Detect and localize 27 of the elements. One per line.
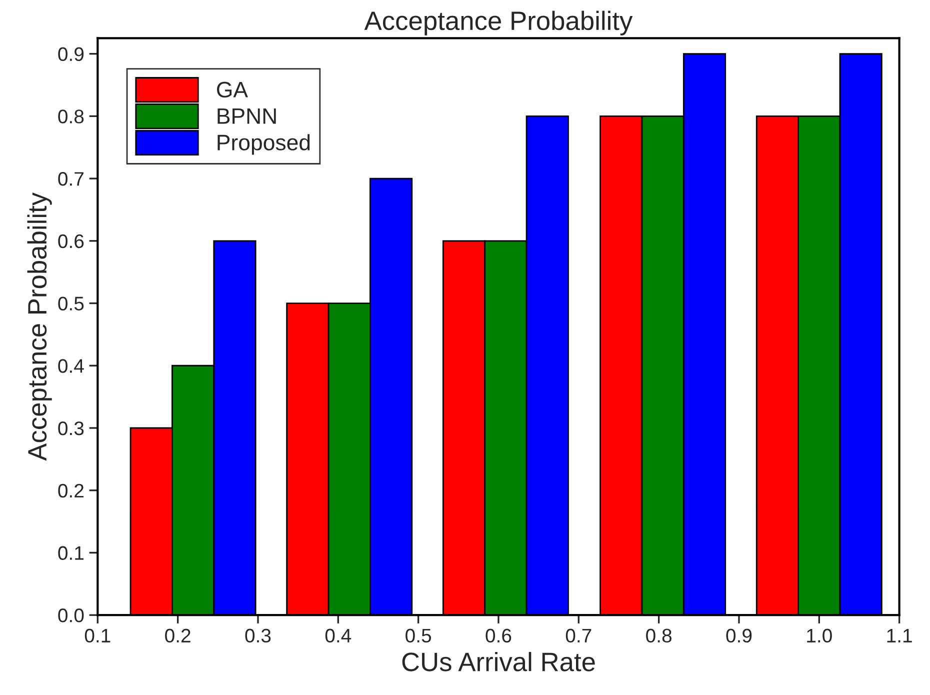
y-tick-label: 0.3 — [58, 421, 84, 436]
x-tick-label: 0.3 — [245, 628, 271, 643]
x-tick-label: 0.9 — [726, 628, 752, 643]
legend-label: BPNN — [218, 108, 276, 124]
x-tick-label: 0.5 — [406, 628, 432, 643]
x-tick-label: 1.1 — [887, 628, 912, 642]
y-tick-label: 0.8 — [58, 110, 84, 124]
x-tick-label: 0.8 — [646, 628, 672, 643]
legend-label: Proposed — [218, 134, 310, 155]
y-tick-label: 0.4 — [58, 359, 84, 373]
x-axis-title: CUs Arrival Rate — [402, 652, 595, 672]
y-tick-label: 0.9 — [58, 47, 84, 62]
chart-title: Acceptance Probability — [364, 10, 633, 36]
y-tick-label: 0.0 — [58, 608, 84, 622]
y-tick-label: 0.2 — [58, 484, 84, 498]
x-tick-label: 0.4 — [325, 628, 352, 643]
x-tick-label: 0.6 — [486, 628, 512, 643]
x-tick-label: 0.1 — [84, 628, 110, 643]
x-tick-label: 0.7 — [566, 628, 592, 643]
y-tick-label: 0.1 — [58, 546, 84, 560]
y-axis-title: Acceptance Probability — [27, 192, 52, 461]
y-tick-label: 0.7 — [58, 172, 84, 186]
y-tick-label: 0.5 — [58, 296, 84, 310]
legend-label: GA — [217, 82, 248, 98]
y-tick-label: 0.6 — [58, 234, 84, 248]
x-tick-label: 0.2 — [165, 628, 190, 643]
x-tick-label: 1.0 — [807, 628, 832, 643]
